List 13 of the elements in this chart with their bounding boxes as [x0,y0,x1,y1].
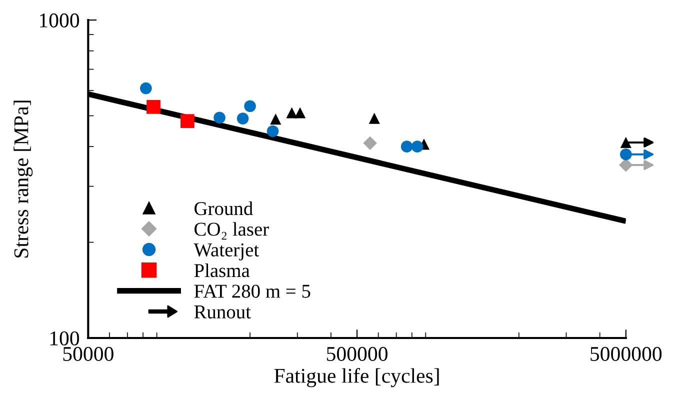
legend-label: Plasma [194,263,250,278]
legend-label: CO₂ laser [194,222,269,240]
legend-label: Ground [194,201,253,216]
x-tick-label: 5000000 [590,346,662,361]
y-tick-label: 100 [50,331,80,346]
legend-label: FAT 280 m = 5 [194,284,310,298]
x-axis-title: Fatigue life [cycles] [274,368,439,388]
y-axis-title: Stress range [MPa] [14,100,33,258]
x-tick-label: 500000 [326,346,388,361]
x-tick-label: 50000 [63,346,114,361]
legend-label: Runout [194,306,251,318]
legend-label: Waterjet [194,243,259,260]
y-tick-label: 1000 [40,13,80,28]
